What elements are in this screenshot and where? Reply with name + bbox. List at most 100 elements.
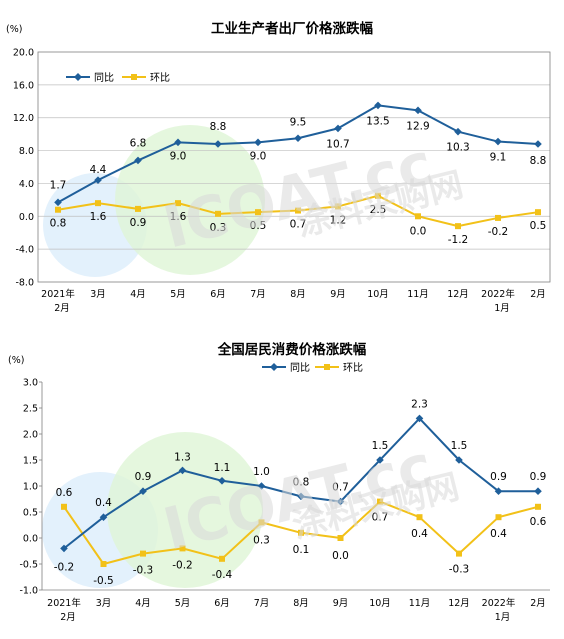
- y-tick-label: 8.0: [19, 146, 34, 157]
- mom-data-label: 0.3: [210, 222, 227, 234]
- x-tick-label: 2月: [530, 598, 546, 609]
- yoy-point: [534, 140, 542, 148]
- yoy-data-label: 12.9: [406, 120, 429, 132]
- x-tick-label: 2月: [530, 289, 546, 300]
- yoy-data-label: 9.1: [490, 152, 507, 164]
- background-decoration: [42, 125, 265, 588]
- y-tick-label: -0.5: [19, 560, 38, 571]
- mom-point: [375, 192, 381, 199]
- x-tick-label: 2022年: [482, 597, 516, 609]
- mom-point: [495, 514, 502, 521]
- yoy-data-label: 1.7: [50, 179, 67, 191]
- yoy-data-label: 9.0: [170, 150, 187, 162]
- mom-data-label: 0.3: [253, 534, 270, 546]
- yoy-data-label: 2.3: [411, 398, 428, 410]
- mom-data-label: 0.9: [130, 217, 147, 229]
- yoy-data-label: 1.0: [253, 466, 270, 478]
- x-tick-label: 2022年: [481, 288, 515, 300]
- x-tick-label: 11月: [409, 598, 431, 609]
- mom-data-label: 0.7: [290, 219, 307, 231]
- x-tick-label: 12月: [448, 598, 470, 609]
- mom-point: [535, 209, 541, 216]
- mom-data-label: -0.2: [488, 226, 509, 238]
- y-tick-label: 3.0: [23, 378, 38, 389]
- cpi-legend: 同比 环比: [262, 362, 363, 374]
- x-tick-label-sub: 2月: [60, 612, 76, 623]
- mom-point: [55, 206, 61, 213]
- yoy-data-label: 1.3: [174, 451, 191, 463]
- y-tick-label: 0.5: [23, 508, 38, 519]
- x-tick-label: 11月: [407, 289, 429, 300]
- yoy-point: [336, 497, 345, 506]
- yoy-data-label: 1.5: [372, 440, 389, 452]
- mom-point: [175, 200, 181, 207]
- y-tick-label: 0.0: [23, 534, 38, 545]
- yoy-data-label: 9.0: [250, 150, 267, 162]
- cpi-unit-label: (%): [8, 355, 24, 366]
- yoy-data-label: 1.1: [214, 462, 231, 474]
- mom-data-label: 0.6: [530, 516, 547, 528]
- yoy-data-label: 13.5: [366, 115, 389, 127]
- ppi-x-axis: 2021年 2月 3月 4月 5月 6月 7月 8月 9月 10月 11月 12月 2022年 1月 2月: [41, 288, 546, 314]
- ppi-unit-label: (%): [6, 24, 22, 35]
- x-tick-label-sub: 2月: [54, 303, 70, 314]
- cpi-legend-mom: 环比: [343, 362, 363, 374]
- y-tick-label: -1.0: [19, 586, 38, 597]
- x-tick-label: 8月: [293, 598, 309, 609]
- y-tick-label: 12.0: [13, 113, 34, 124]
- ppi-legend-yoy: 同比: [94, 72, 114, 84]
- mom-data-label: 0.5: [250, 220, 267, 232]
- ppi-y-axis: 20.0 16.0 12.0 8.0 4.0 0.0 -4.0 -8.0: [13, 48, 34, 289]
- yoy-data-label: -0.2: [54, 561, 75, 573]
- x-tick-label: 5月: [170, 289, 186, 300]
- ppi-chart-title: 工业生产者出厂价格涨跌幅: [211, 20, 373, 37]
- y-tick-label: 20.0: [13, 48, 34, 59]
- mom-data-label: 0.5: [530, 220, 547, 232]
- mom-point: [255, 209, 261, 216]
- yoy-data-label: 10.7: [326, 138, 349, 150]
- x-tick-label: 9月: [333, 598, 349, 609]
- mom-point: [298, 529, 304, 536]
- yoy-data-label: 0.9: [490, 471, 507, 483]
- yoy-data-label: 4.4: [90, 164, 107, 176]
- yoy-point: [254, 138, 262, 147]
- yoy-data-label: 0.7: [332, 482, 349, 494]
- mom-data-label: 0.8: [50, 218, 67, 230]
- yoy-point: [54, 198, 62, 207]
- y-tick-label: 0.0: [19, 212, 34, 223]
- yoy-point: [454, 127, 462, 136]
- yoy-point: [99, 513, 108, 521]
- cpi-legend-yoy-marker: [270, 363, 278, 371]
- mom-point: [337, 535, 344, 541]
- mom-data-label: -0.4: [212, 569, 233, 581]
- x-tick-label: 4月: [130, 289, 146, 300]
- yoy-point: [494, 487, 503, 495]
- x-tick-label: 12月: [447, 289, 469, 300]
- yoy-point: [174, 138, 182, 147]
- x-tick-label: 10月: [369, 598, 391, 609]
- mom-data-label: 0.6: [56, 487, 73, 499]
- ppi-series: [54, 101, 542, 230]
- mom-data-label: 0.0: [410, 225, 427, 237]
- yoy-data-label: 6.8: [130, 137, 147, 149]
- x-tick-label: 7月: [250, 289, 266, 300]
- x-tick-label: 6月: [210, 289, 226, 300]
- yoy-data-label: 0.9: [530, 471, 547, 483]
- y-tick-label: -8.0: [15, 278, 34, 289]
- yoy-point: [94, 176, 102, 184]
- x-tick-label-sub: 1月: [494, 303, 510, 314]
- mom-data-label: -0.3: [449, 564, 470, 576]
- ppi-legend-mom-marker: [131, 74, 137, 80]
- yoy-point: [257, 482, 266, 490]
- x-tick-label: 2021年: [41, 288, 75, 300]
- yoy-data-label: 10.3: [446, 142, 469, 154]
- x-tick-label: 6月: [214, 598, 230, 609]
- mom-data-label: 2.5: [370, 204, 387, 216]
- y-tick-label: 16.0: [13, 80, 34, 91]
- cpi-y-axis: 3.0 2.5 2.0 1.5 1.0 0.5 0.0 -0.5 -1.0: [19, 378, 42, 597]
- mom-point: [535, 503, 541, 510]
- yoy-data-label: 0.4: [95, 497, 112, 509]
- yoy-point: [414, 106, 422, 115]
- cpi-x-axis: 2021年 2月 3月 4月 5月 6月 7月 8月 9月 10月 11月 12月 2022年 1月 2月: [47, 597, 546, 623]
